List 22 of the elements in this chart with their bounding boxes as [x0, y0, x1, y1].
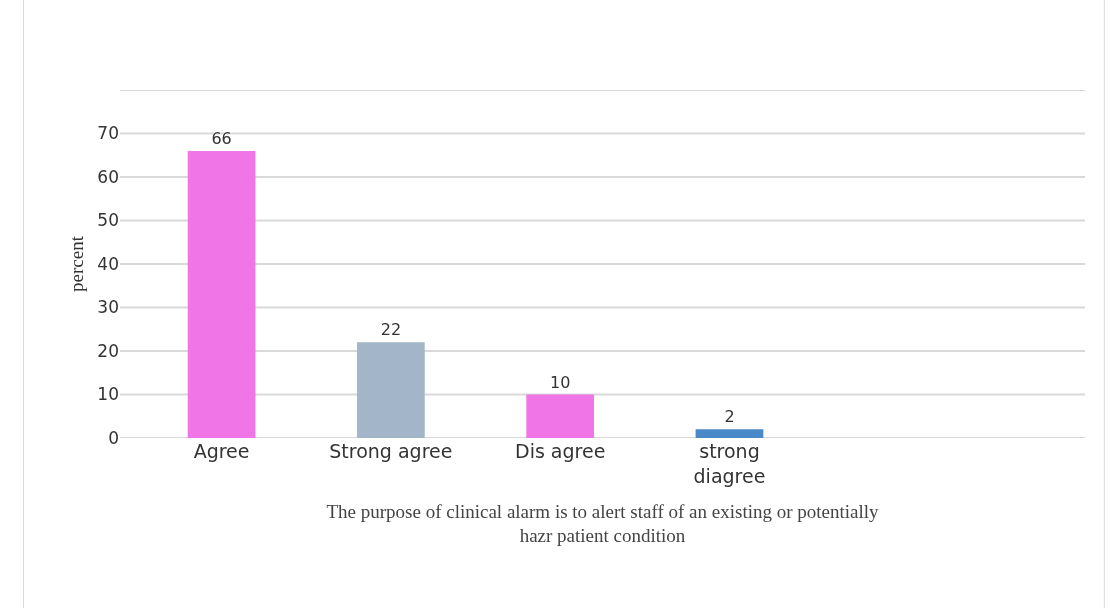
x-tick-label: Strong agree — [329, 440, 453, 462]
x-axis-title: The purpose of clinical alarm is to alert staff of an existing or potentially hazr patient condition — [326, 500, 880, 547]
data-label: 66 — [211, 128, 232, 148]
bar — [187, 150, 256, 438]
y-tick-label: 40 — [97, 253, 119, 274]
y-tick-label: 30 — [97, 297, 119, 318]
y-tick-label: 60 — [97, 166, 119, 187]
y-tick-label: 50 — [97, 210, 119, 231]
y-axis-title: percent — [66, 235, 88, 292]
bar — [526, 394, 595, 438]
x-tick-label: strong diagree — [693, 440, 766, 487]
data-label: 2 — [724, 407, 735, 427]
bar — [357, 342, 425, 438]
data-label: 10 — [550, 372, 571, 392]
x-tick-label: Dis agree — [515, 440, 606, 462]
bar — [695, 429, 764, 438]
y-tick-label: 20 — [97, 340, 119, 361]
x-tick-label: Agree — [193, 440, 250, 462]
y-tick-label: 10 — [97, 384, 119, 405]
y-tick-label: 0 — [108, 427, 119, 448]
y-tick-label: 70 — [97, 123, 119, 144]
data-label: 22 — [380, 320, 402, 340]
